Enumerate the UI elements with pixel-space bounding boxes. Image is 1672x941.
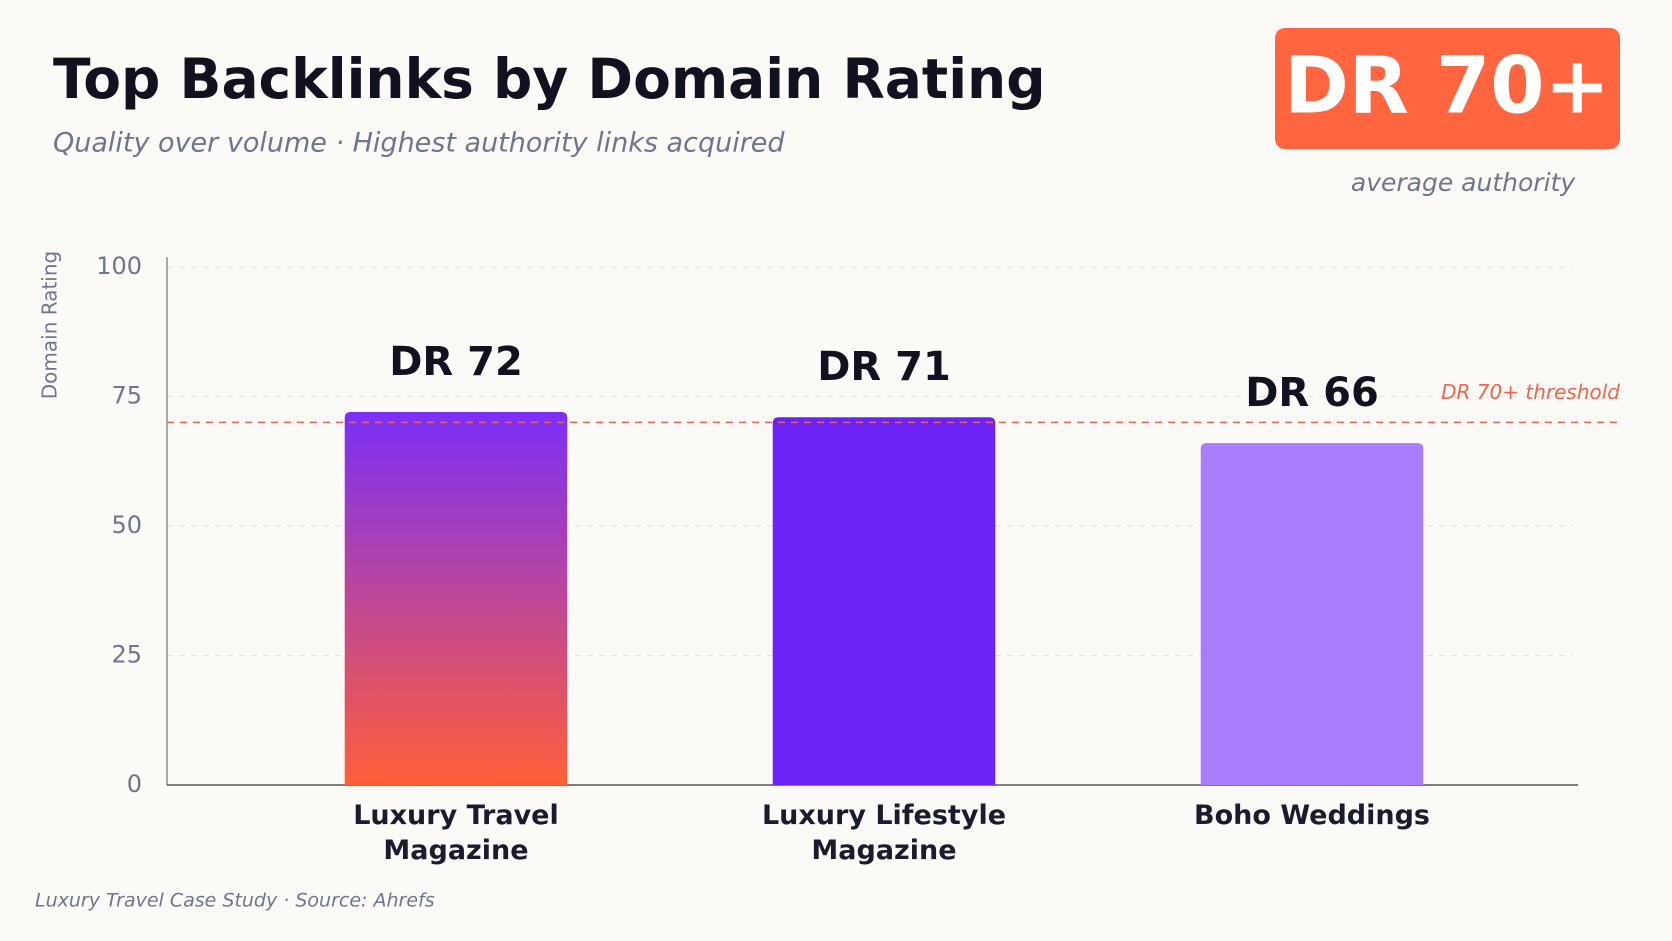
threshold-label: DR 70+ threshold [1441, 380, 1620, 404]
x-tick-label: Luxury Travel Magazine [353, 800, 559, 866]
data-label: DR 72 [389, 339, 523, 385]
subtitle: Quality over volume · Highest authority … [53, 128, 785, 159]
y-tick-label: 50 [111, 511, 142, 539]
bar [772, 417, 996, 785]
y-tick-label: 75 [111, 382, 142, 410]
x-tick-label: Luxury Lifestyle Magazine [761, 800, 1007, 866]
y-axis-label: Domain Rating [38, 251, 62, 399]
y-tick-label: 0 [127, 770, 142, 798]
data-label: DR 71 [817, 344, 951, 390]
badge-text: DR 70+ [1284, 41, 1610, 131]
y-tick-label: 100 [96, 252, 142, 280]
badge [1275, 28, 1620, 149]
x-tick-label: Boho Weddings [1194, 800, 1430, 831]
y-tick-label: 25 [111, 641, 142, 669]
data-label: DR 66 [1245, 370, 1379, 416]
chart-title: Top Backlinks by Domain Rating [53, 47, 1046, 111]
badge-caption: average authority [1351, 168, 1576, 197]
bar [1200, 443, 1424, 785]
bar [344, 412, 568, 785]
footer: Luxury Travel Case Study · Source: Ahref… [35, 890, 435, 912]
